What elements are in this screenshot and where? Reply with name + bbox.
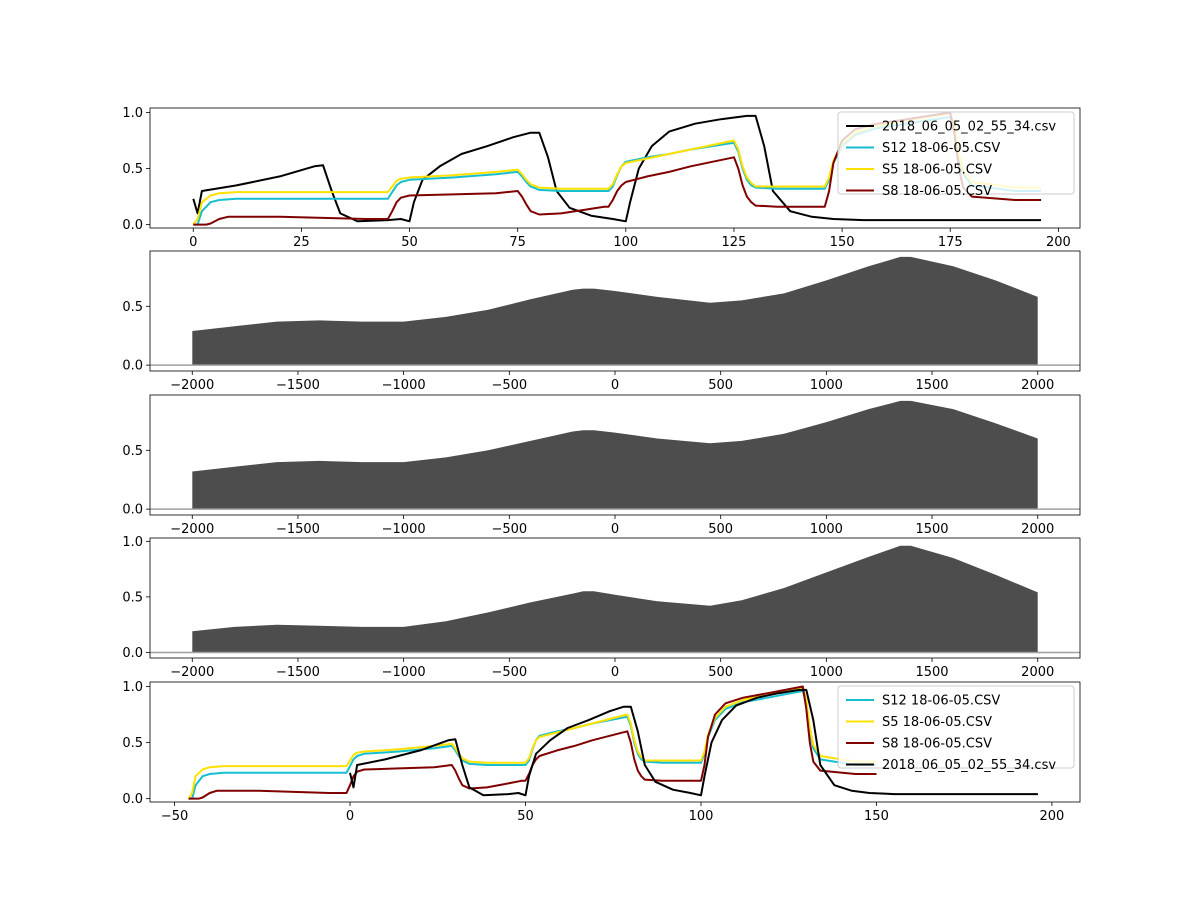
axes-4: −2000 −1500 −1000 −500 0 500 1000 1500 2000 0.0 0.…: [122, 535, 1081, 680]
y-tick-label: 0.5: [122, 444, 143, 459]
legend-label: S5 18-06-05.CSV: [882, 715, 992, 730]
y-tick-label: 0.5: [122, 162, 143, 177]
legend: 2018_06_05_02_55_34.csv S12 18-06-05.CSV S…: [837, 111, 1075, 199]
x-tick-label: 1500: [915, 378, 948, 393]
x-tick-label: 100: [689, 809, 714, 824]
x-tick-label: 1500: [915, 665, 948, 680]
x-tick-label: −1000: [382, 522, 426, 537]
x-tick-label: 2000: [1021, 665, 1054, 680]
axes-2: −2000 −1500 −1000 −500 0 500 1000 1500 2000 0.0 0.…: [122, 250, 1081, 393]
series-line-3: [188, 685, 877, 800]
y-tick-label: 0.0: [122, 503, 143, 518]
area-fill: [192, 545, 1038, 653]
x-tick-label: −1500: [276, 665, 320, 680]
axes-frame: [149, 681, 1081, 803]
x-tick-label: 50: [401, 235, 418, 250]
x-tick-label: 125: [722, 235, 747, 250]
axes-5: −50 0 50 100 150 200 0.0 0.5 1.0 S12 18-06-05.CSV…: [122, 680, 1081, 824]
x-tick-label: 150: [864, 809, 889, 824]
y-tick-label: 0.5: [122, 736, 143, 751]
legend-box: [837, 111, 1075, 195]
x-tick-label: 1000: [810, 522, 843, 537]
x-tick-label: 75: [509, 235, 526, 250]
x-tick-label: 500: [708, 378, 733, 393]
x-tick-label: 150: [830, 235, 855, 250]
series-line-2: [187, 686, 877, 800]
y-tick-label: 0.0: [122, 218, 143, 233]
x-tick-label: 0: [611, 665, 619, 680]
x-tick-label: 50: [517, 809, 534, 824]
x-tick-label: 25: [293, 235, 310, 250]
legend-label: S12 18-06-05.CSV: [882, 694, 1000, 709]
x-tick-label: −2000: [170, 522, 214, 537]
x-tick-label: 100: [613, 235, 638, 250]
x-tick-label: 1000: [810, 378, 843, 393]
x-tick-label: −1000: [382, 378, 426, 393]
legend-label: S8 18-06-05.CSV: [882, 184, 992, 199]
x-tick-label: −500: [491, 665, 527, 680]
x-tick-label: −500: [491, 378, 527, 393]
x-tick-label: 0: [611, 378, 619, 393]
plot-area: [150, 545, 1080, 654]
area-fill: [192, 400, 1038, 510]
x-tick-label: −500: [491, 522, 527, 537]
axes-frame: [149, 107, 1081, 229]
x-tick-label: 0: [611, 522, 619, 537]
x-tick-label: −2000: [170, 665, 214, 680]
x-tick-label: 500: [708, 665, 733, 680]
area-fill: [192, 256, 1038, 366]
y-tick-label: 1.0: [122, 680, 143, 695]
y-tick-label: 0.0: [122, 646, 143, 661]
y-tick-label: 0.0: [122, 359, 143, 374]
x-tick-label: 1500: [915, 522, 948, 537]
axes-3: −2000 −1500 −1000 −500 0 500 1000 1500 2000 0.0 0.…: [122, 394, 1081, 537]
legend-label: 2018_06_05_02_55_34.csv: [882, 120, 1056, 135]
legend: S12 18-06-05.CSV S5 18-06-05.CSV S8 18-06-…: [837, 685, 1075, 773]
plot-area: [150, 400, 1080, 510]
x-tick-label: −2000: [170, 378, 214, 393]
x-tick-label: 500: [708, 522, 733, 537]
x-tick-label: −50: [161, 809, 188, 824]
y-tick-label: 0.5: [122, 300, 143, 315]
y-tick-label: 1.0: [122, 535, 143, 550]
y-tick-label: 0.5: [122, 590, 143, 605]
legend-box: [837, 685, 1075, 769]
legend-label: 2018_06_05_02_55_34.csv: [882, 758, 1056, 773]
x-tick-label: 1000: [810, 665, 843, 680]
plot-area: [150, 256, 1080, 366]
x-tick-label: 200: [1040, 809, 1065, 824]
legend-label: S12 18-06-05.CSV: [882, 141, 1000, 156]
x-tick-label: 175: [938, 235, 963, 250]
y-tick-label: 0.0: [122, 792, 143, 807]
legend-label: S5 18-06-05.CSV: [882, 163, 992, 178]
y-tick-label: 1.0: [122, 106, 143, 121]
x-tick-label: 200: [1046, 235, 1071, 250]
x-tick-label: 2000: [1021, 378, 1054, 393]
plot-area: [187, 685, 1038, 800]
legend-label: S8 18-06-05.CSV: [882, 737, 992, 752]
x-tick-label: −1000: [382, 665, 426, 680]
series-line-4: [349, 688, 1038, 797]
x-tick-label: 0: [346, 809, 354, 824]
x-tick-label: 2000: [1021, 522, 1054, 537]
x-tick-label: 0: [189, 235, 197, 250]
axes-1: 0 25 50 75 100 125 150 175 200 0.0 0.5 1.0 2018_06_0…: [122, 106, 1081, 250]
x-tick-label: −1500: [276, 378, 320, 393]
x-tick-label: −1500: [276, 522, 320, 537]
